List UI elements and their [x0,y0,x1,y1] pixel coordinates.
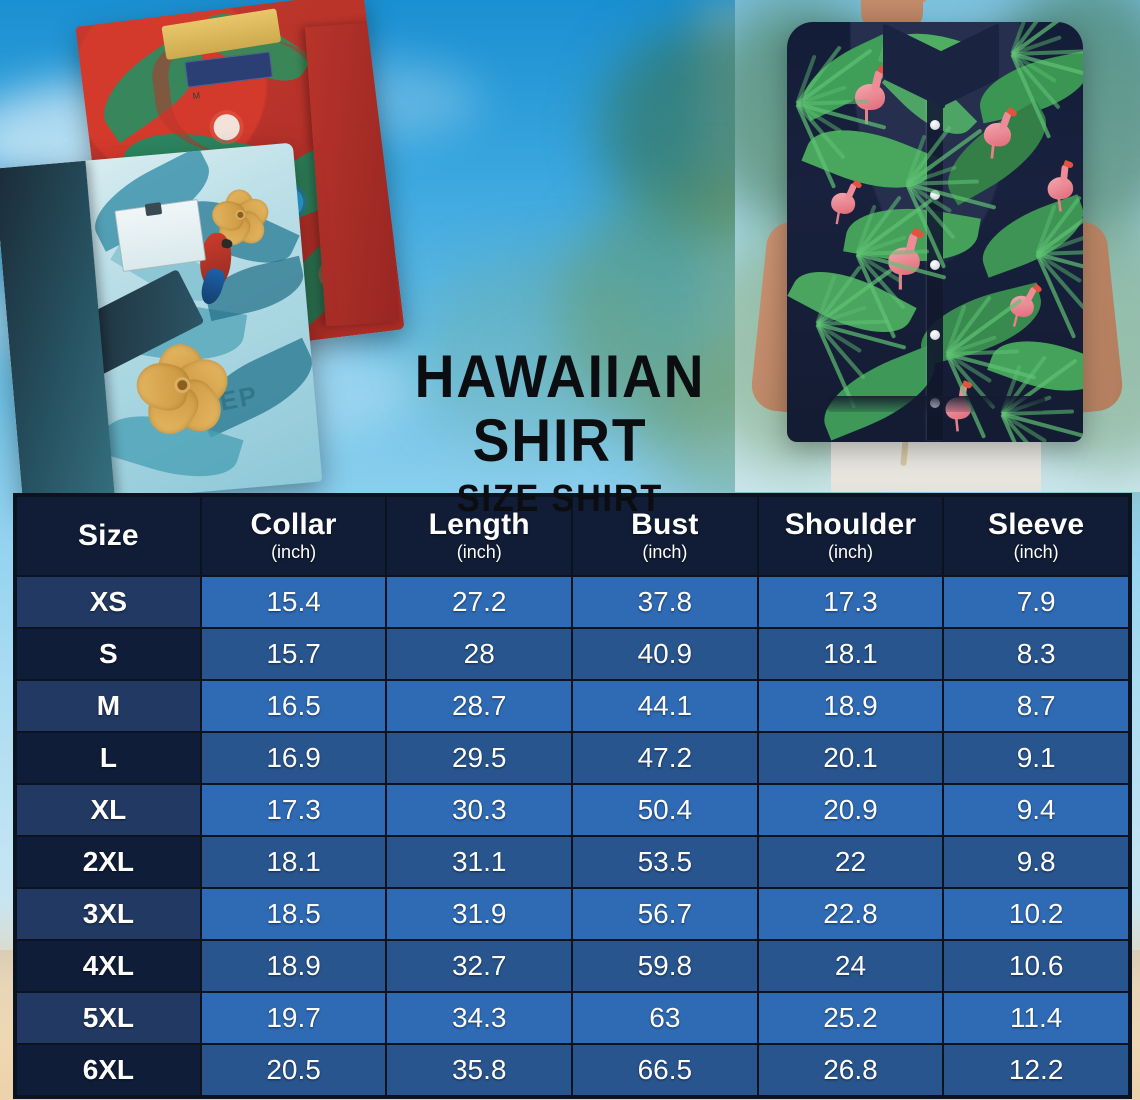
cell-collar: 18.9 [199,939,388,993]
cell-bust: 44.1 [571,679,759,733]
cell-size: L [15,731,202,785]
table-row: M 16.5 28.7 44.1 18.9 8.7 [15,679,1130,733]
column-header-sleeve: Sleeve (inch) [942,495,1130,577]
cell-sleeve: 12.2 [942,1043,1130,1097]
cell-shoulder: 18.9 [756,679,945,733]
cell-collar: 15.4 [199,575,388,629]
cell-bust: 53.5 [571,835,759,889]
column-header-length: Length (inch) [385,495,574,577]
shirt-button-placket [927,80,943,440]
cell-length: 28 [385,627,574,681]
cell-size: 2XL [15,835,202,889]
cell-collar: 15.7 [199,627,388,681]
column-header-size: Size [15,495,202,577]
column-header-collar: Collar (inch) [199,495,388,577]
cell-shoulder: 17.3 [756,575,945,629]
cell-sleeve: 10.2 [942,887,1130,941]
model-photo [735,0,1140,492]
title-main: HAWAIIAN SHIRT [414,343,706,474]
table-row: XS 15.4 27.2 37.8 17.3 7.9 [15,575,1130,629]
cell-shoulder: 18.1 [756,627,945,681]
cell-bust: 50.4 [571,783,759,837]
column-header-bust: Bust (inch) [571,495,759,577]
cell-length: 34.3 [385,991,574,1045]
column-header-shoulder: Shoulder (inch) [756,495,945,577]
cell-shoulder: 24 [756,939,945,993]
cell-size: M [15,679,202,733]
cell-sleeve: 10.6 [942,939,1130,993]
cell-length: 27.2 [385,575,574,629]
cell-length: 30.3 [385,783,574,837]
size-chart-table: Size Collar (inch) Length (inch) Bust (i… [15,495,1130,1097]
flamingo-motif [824,179,863,225]
cell-bust: 56.7 [571,887,759,941]
cell-length: 31.9 [385,887,574,941]
cell-bust: 59.8 [571,939,759,993]
cell-size: 4XL [15,939,202,993]
cell-length: 28.7 [385,679,574,733]
cell-length: 32.7 [385,939,574,993]
title-sub: SIZE SHIRT [456,478,664,520]
cell-shoulder: 25.2 [756,991,945,1045]
cell-collar: 16.9 [199,731,388,785]
navy-flamingo-shirt [787,22,1083,442]
poster-title: HAWAIIAN SHIRT SIZE SHIRT [300,345,820,521]
table-row: 5XL 19.7 34.3 63 25.2 11.4 [15,991,1130,1045]
cell-length: 29.5 [385,731,574,785]
shirt-hem [827,396,1045,412]
cell-collar: 20.5 [199,1043,388,1097]
cell-size: 3XL [15,887,202,941]
cell-size: 5XL [15,991,202,1045]
cell-size: XS [15,575,202,629]
table-row: 2XL 18.1 31.1 53.5 22 9.8 [15,835,1130,889]
flamingo-motif [977,106,1018,159]
table-body: XS 15.4 27.2 37.8 17.3 7.9 S 15.7 28 40.… [15,575,1130,1097]
cell-sleeve: 9.8 [942,835,1130,889]
cell-collar: 18.1 [199,835,388,889]
cell-shoulder: 22.8 [756,887,945,941]
cell-size: 6XL [15,1043,202,1097]
cell-bust: 40.9 [571,627,759,681]
cell-length: 35.8 [385,1043,574,1097]
cell-bust: 66.5 [571,1043,759,1097]
table-header: Size Collar (inch) Length (inch) Bust (i… [15,495,1130,577]
cell-sleeve: 8.7 [942,679,1130,733]
cell-bust: 37.8 [571,575,759,629]
cell-size: S [15,627,202,681]
cell-sleeve: 8.3 [942,627,1130,681]
cell-size: XL [15,783,202,837]
cell-sleeve: 7.9 [942,575,1130,629]
cell-shoulder: 20.9 [756,783,945,837]
table-row: 3XL 18.5 31.9 56.7 22.8 10.2 [15,887,1130,941]
table-row: 6XL 20.5 35.8 66.5 26.8 12.2 [15,1043,1130,1097]
hibiscus-flower [208,185,273,251]
shirt-fold [0,160,116,508]
cell-sleeve: 11.4 [942,991,1130,1045]
blue-hawaiian-shirt: EPL EP [0,142,323,508]
cell-shoulder: 26.8 [756,1043,945,1097]
cell-collar: 17.3 [199,783,388,837]
blurred-foliage [420,250,650,450]
cell-shoulder: 22 [756,835,945,889]
cell-bust: 63 [571,991,759,1045]
table-row: L 16.9 29.5 47.2 20.1 9.1 [15,731,1130,785]
cell-shoulder: 20.1 [756,731,945,785]
cell-length: 31.1 [385,835,574,889]
table-row: XL 17.3 30.3 50.4 20.9 9.4 [15,783,1130,837]
table-header-row: Size Collar (inch) Length (inch) Bust (i… [15,495,1130,577]
size-chart-table-wrapper: Size Collar (inch) Length (inch) Bust (i… [13,493,1132,1099]
flamingo-motif [849,64,890,124]
cell-collar: 19.7 [199,991,388,1045]
flamingo-motif [1039,159,1078,212]
table-row: S 15.7 28 40.9 18.1 8.3 [15,627,1130,681]
cell-sleeve: 9.1 [942,731,1130,785]
table-row: 4XL 18.9 32.7 59.8 24 10.6 [15,939,1130,993]
flamingo-motif [1002,281,1043,327]
cell-bust: 47.2 [571,731,759,785]
cell-sleeve: 9.4 [942,783,1130,837]
cell-collar: 16.5 [199,679,388,733]
cell-collar: 18.5 [199,887,388,941]
shirt-chest-pocket [114,198,207,273]
